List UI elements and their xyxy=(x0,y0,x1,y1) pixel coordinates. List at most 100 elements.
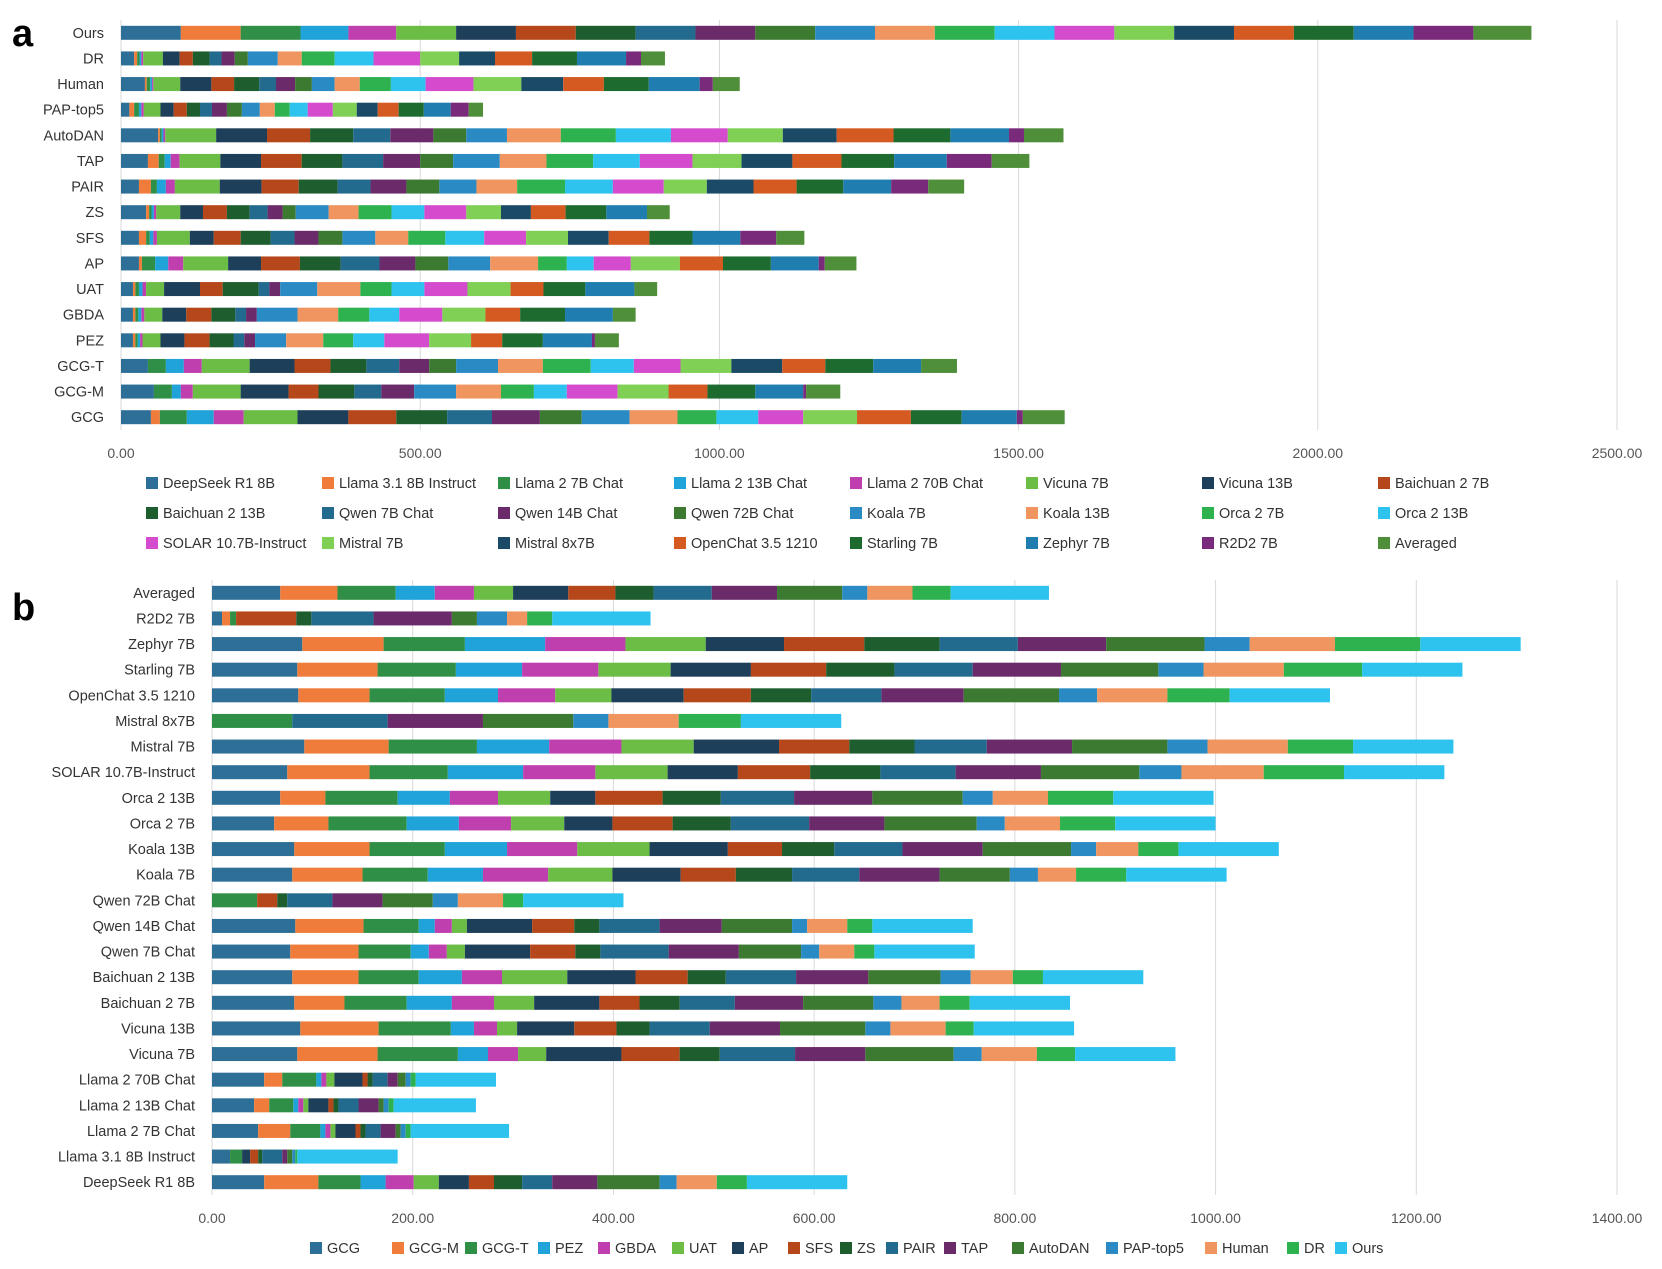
legend-swatch xyxy=(732,1242,744,1254)
bar-segment xyxy=(300,25,349,40)
bar-segment xyxy=(308,1098,329,1113)
bar-segment xyxy=(1061,662,1159,677)
bar-segment xyxy=(522,662,599,677)
legend-swatch xyxy=(1378,507,1390,519)
x-tick-label: 0.00 xyxy=(198,1210,225,1226)
bar-segment xyxy=(591,333,595,348)
bar-segment xyxy=(304,739,389,754)
bar-segment xyxy=(548,867,613,882)
bar-segment xyxy=(338,307,370,322)
bar-segment xyxy=(316,1072,322,1087)
bar-segment xyxy=(538,256,567,271)
bar-segment xyxy=(141,102,144,117)
bar-segment xyxy=(753,179,797,194)
bar-segment xyxy=(473,77,522,92)
x-tick-label: 1500.00 xyxy=(993,445,1044,461)
bar-segment xyxy=(612,816,673,831)
bar-segment xyxy=(825,358,874,373)
bar-segment xyxy=(468,1175,495,1190)
bar-segment xyxy=(164,153,171,168)
bar-segment xyxy=(212,944,291,959)
bar-segment xyxy=(687,970,726,985)
bar-segment xyxy=(199,102,212,117)
bar-segment xyxy=(563,77,604,92)
bar-segment xyxy=(719,1047,796,1062)
bar-segment xyxy=(156,179,166,194)
bar-segment xyxy=(731,358,783,373)
bar-segment xyxy=(499,153,547,168)
bar-segment xyxy=(476,611,508,626)
bar-segment xyxy=(410,944,429,959)
bar-segment xyxy=(780,1021,866,1036)
bar-segment xyxy=(503,893,524,908)
bar-segment xyxy=(132,282,136,297)
bar-segment xyxy=(297,1149,398,1164)
legend-swatch xyxy=(1205,1242,1217,1254)
bar-segment xyxy=(526,230,569,245)
bar-segment xyxy=(564,816,613,831)
legend-swatch xyxy=(1287,1242,1299,1254)
bar-segment xyxy=(782,358,826,373)
bar-segment xyxy=(485,307,521,322)
bar-segment xyxy=(369,307,400,322)
legend-label: Ours xyxy=(1352,1241,1383,1257)
category-label: Starling 7B xyxy=(124,663,195,679)
bar-segment xyxy=(902,842,983,857)
bar-segment xyxy=(982,842,1072,857)
bar-segment xyxy=(134,102,139,117)
legend-label: Llama 2 70B Chat xyxy=(867,476,983,492)
bar-segment xyxy=(360,282,392,297)
bar-segment xyxy=(953,1047,982,1062)
bar-segment xyxy=(680,358,732,373)
bar-segment xyxy=(598,662,671,677)
bar-segment xyxy=(1293,25,1354,40)
bar-segment xyxy=(228,256,262,271)
legend-label: PAIR xyxy=(903,1241,936,1257)
bar-segment xyxy=(560,128,616,143)
legend-label: Mistral 8x7B xyxy=(515,536,595,552)
bar-segment xyxy=(325,1123,331,1138)
bar-segment xyxy=(414,384,457,399)
bar-segment xyxy=(494,995,535,1010)
bar-segment xyxy=(233,333,245,348)
bar-segment xyxy=(144,77,147,92)
chart-b: 0.00 200.00 400.00 600.00 800.00 1000.00 1200.… xyxy=(52,580,1643,1257)
bar-segment xyxy=(147,153,159,168)
bar-segment xyxy=(240,384,289,399)
bar-segment xyxy=(836,128,894,143)
bar-segment xyxy=(962,790,993,805)
bar-segment xyxy=(301,153,343,168)
bar-segment xyxy=(438,1175,469,1190)
bar-segment xyxy=(507,611,528,626)
category-label: SOLAR 10.7B-Instruct xyxy=(52,765,195,781)
category-label: AutoDAN xyxy=(44,128,104,144)
bar-segment xyxy=(234,51,248,66)
category-label: Qwen 7B Chat xyxy=(101,945,195,961)
bar-segment xyxy=(290,944,359,959)
bar-segment xyxy=(138,230,147,245)
bar-segment xyxy=(300,1021,379,1036)
bar-segment xyxy=(782,128,837,143)
bar-segment xyxy=(693,739,780,754)
bar-segment xyxy=(287,893,333,908)
bar-segment xyxy=(442,307,486,322)
bar-segment xyxy=(121,205,147,220)
bar-segment xyxy=(992,790,1048,805)
bar-segment xyxy=(792,867,860,882)
bar-segment xyxy=(857,410,911,425)
bar-segment xyxy=(738,944,802,959)
bar-segment xyxy=(212,790,281,805)
legend-swatch xyxy=(146,537,158,549)
category-label: R2D2 7B xyxy=(136,611,195,627)
bar-segment xyxy=(282,1149,288,1164)
bar-segment xyxy=(132,333,136,348)
bar-segment xyxy=(212,1123,259,1138)
category-label: Llama 2 70B Chat xyxy=(79,1073,195,1089)
bar-segment xyxy=(716,410,759,425)
bar-segment xyxy=(321,1072,327,1087)
bar-segment xyxy=(692,153,742,168)
bar-segment xyxy=(428,944,447,959)
bar-segment xyxy=(679,995,735,1010)
bar-segment xyxy=(615,585,654,600)
